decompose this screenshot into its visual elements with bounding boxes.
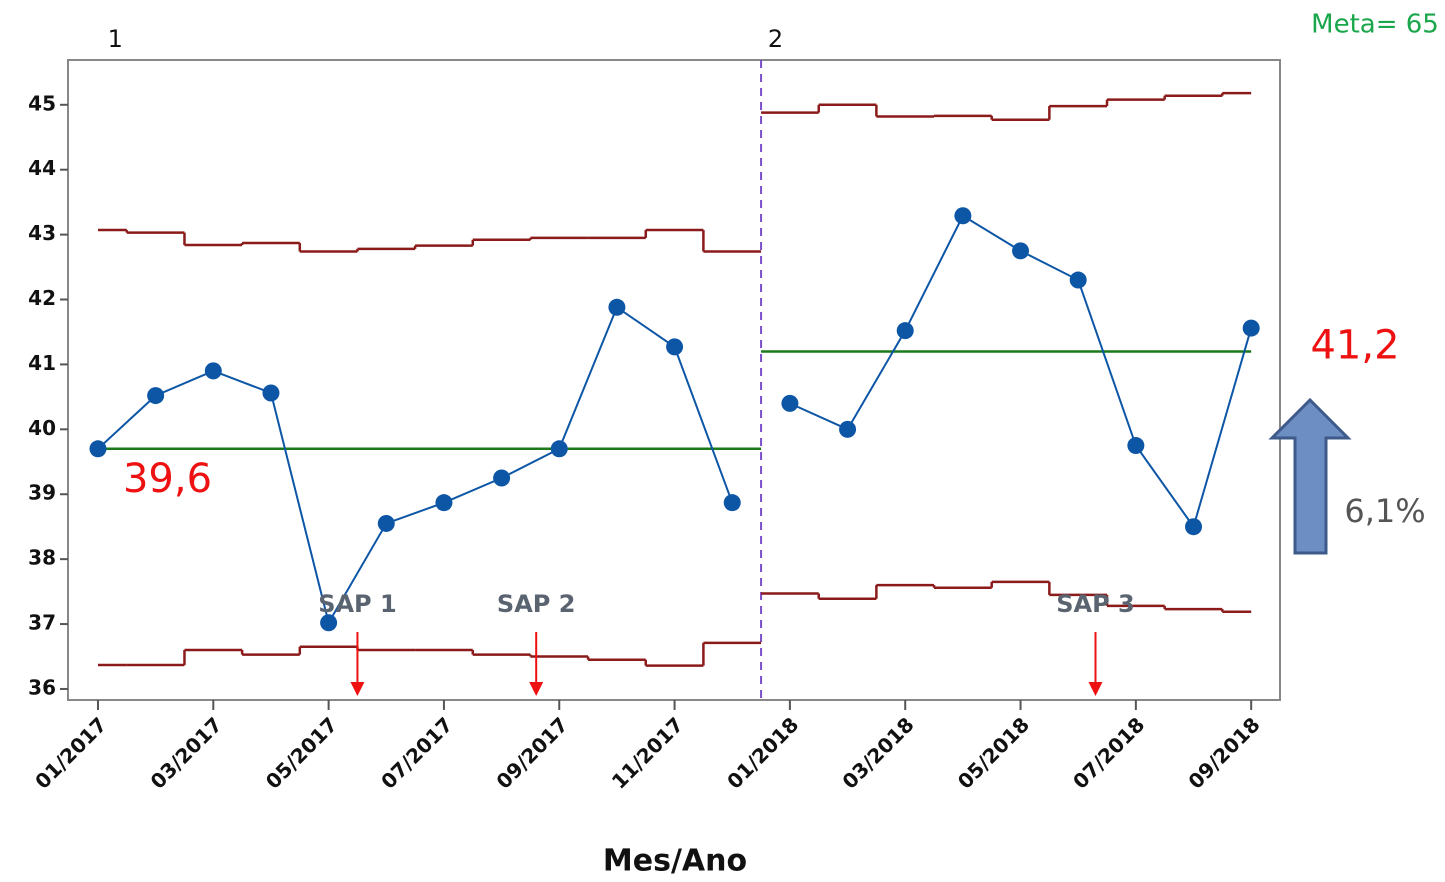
x-tick-label: 03/2017 [146,712,227,793]
y-tick-label: 45 [28,91,56,115]
annotation-arrowhead [350,682,365,696]
x-tick-label: 05/2018 [953,712,1034,793]
data-point [147,387,165,405]
data-point [1127,437,1145,455]
annotation-arrowhead [529,682,544,696]
stage-label: 1 [108,25,123,53]
y-tick-label: 37 [28,611,56,635]
x-tick-label: 01/2018 [722,712,803,793]
x-tick-label: 07/2018 [1068,712,1149,793]
x-tick-label: 07/2017 [376,712,457,793]
data-point [1242,319,1260,337]
data-point [320,614,338,632]
center-value-label: 41,2 [1310,322,1399,368]
annotation-label: SAP 1 [318,590,397,618]
change-label: 6,1% [1344,492,1425,530]
data-point [781,394,799,412]
data-point [954,207,972,225]
annotation-arrowhead [1088,682,1103,696]
data-line [97,305,734,626]
x-tick-label: 09/2018 [1183,712,1264,793]
data-point [1012,242,1030,260]
y-tick-label: 40 [28,416,56,440]
goal-label: Meta= 65 [1311,10,1439,40]
x-tick-label: 03/2018 [837,712,918,793]
data-point [723,494,741,512]
data-point [204,362,222,380]
data-point [839,420,857,438]
data-point [1185,518,1203,536]
data-line [789,214,1253,529]
annotation-label: SAP 2 [497,590,576,618]
x-tick-label: 05/2017 [261,712,342,793]
y-tick-label: 36 [28,675,56,699]
x-tick-label: 01/2017 [30,712,111,793]
data-point [435,494,453,512]
data-point [1069,271,1087,289]
increase-arrow [1268,397,1352,555]
x-tick-label: 09/2017 [491,712,572,793]
y-tick-label: 42 [28,286,56,310]
annotation-label: SAP 3 [1056,590,1135,618]
data-point [608,298,626,316]
center-value-label: 39,6 [123,456,212,502]
y-tick-label: 39 [28,481,56,505]
y-tick-label: 38 [28,546,56,570]
stage-label: 2 [768,25,783,53]
data-point [896,322,914,340]
data-point [89,440,107,458]
x-tick-label: 11/2017 [607,712,688,793]
y-tick-label: 44 [28,156,56,180]
data-point [377,514,395,532]
y-tick-label: 43 [28,221,56,245]
y-tick-label: 41 [28,351,56,375]
x-axis-title: Mes/Ano [603,844,747,879]
data-point [550,440,568,458]
data-point [666,338,684,356]
data-point [262,384,280,402]
data-point [493,469,511,487]
